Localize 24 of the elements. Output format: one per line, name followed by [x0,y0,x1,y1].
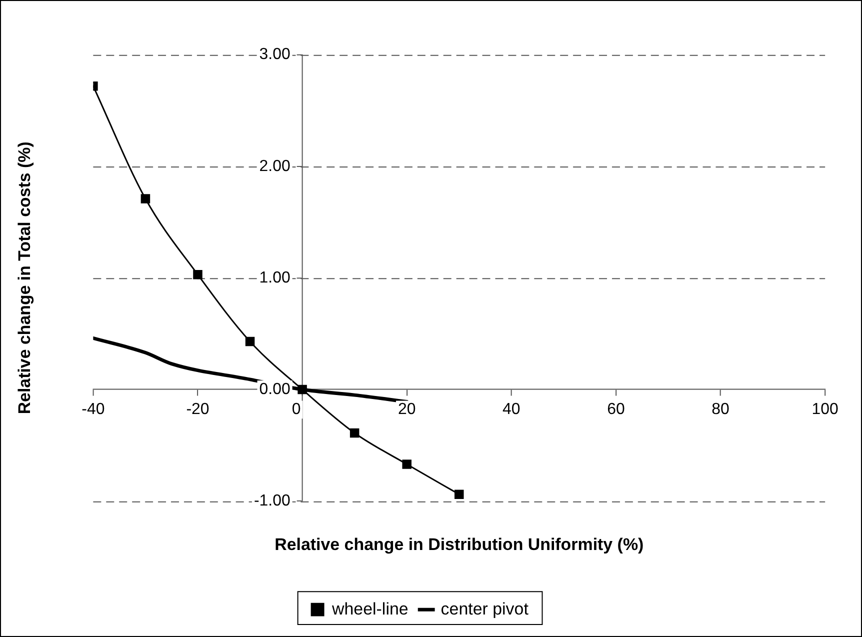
x-axis-title: Relative change in Distribution Uniformity (%) [274,534,644,554]
y-tick-label: 0.00 [259,380,290,398]
point [454,490,464,499]
y-tick-label: 1.00 [259,269,290,286]
x-tick-label: -20 [186,401,210,418]
y-tick-label: 3.00 [259,46,290,64]
point [140,194,150,204]
y-tick-label: -1.00 [254,492,290,510]
x-tick-label: -40 [82,401,105,418]
y-axis-title: Relative change in Total costs (%) [14,142,34,414]
point [402,460,412,469]
x-tick-label: 80 [712,401,730,418]
x-tick-label: 0 [292,401,301,418]
point [193,270,202,280]
point [350,428,360,438]
point [298,384,307,394]
legend-label: wheel-line [331,599,408,618]
y-tick-label: 2.00 [259,158,290,175]
x-tick-label: 20 [398,401,416,418]
x-tick-label: 40 [502,401,520,418]
point [245,336,255,346]
legend-label: center pivot [440,599,529,618]
x-tick-label: 60 [607,401,625,418]
x-tick-label: 100 [812,401,839,418]
